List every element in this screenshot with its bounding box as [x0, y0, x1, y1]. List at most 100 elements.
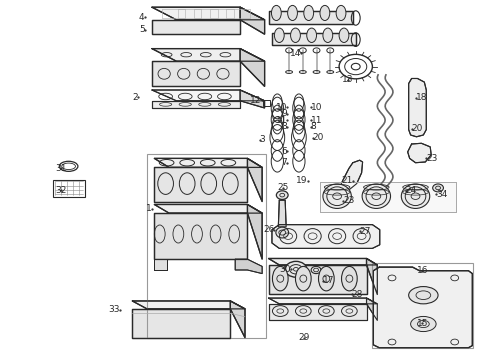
Ellipse shape — [433, 184, 443, 192]
Polygon shape — [152, 49, 265, 61]
Ellipse shape — [295, 266, 311, 291]
Ellipse shape — [276, 191, 288, 199]
Text: 20: 20 — [313, 133, 324, 142]
Ellipse shape — [274, 28, 284, 42]
Polygon shape — [235, 259, 262, 274]
Polygon shape — [152, 90, 265, 101]
Text: 15: 15 — [416, 319, 428, 328]
Ellipse shape — [288, 5, 297, 21]
Text: 26: 26 — [263, 225, 274, 234]
Text: 34: 34 — [436, 190, 447, 199]
Polygon shape — [269, 258, 377, 265]
Ellipse shape — [318, 266, 334, 291]
Text: 8: 8 — [281, 122, 287, 131]
Ellipse shape — [409, 287, 438, 304]
Text: 11: 11 — [276, 116, 287, 125]
Polygon shape — [247, 204, 262, 259]
Polygon shape — [230, 301, 245, 338]
Bar — [53, 180, 85, 197]
Text: 33: 33 — [109, 305, 120, 314]
Polygon shape — [269, 304, 367, 320]
Ellipse shape — [291, 28, 300, 42]
Text: 10: 10 — [276, 103, 287, 112]
Ellipse shape — [323, 184, 351, 208]
Polygon shape — [367, 258, 377, 294]
Text: 8: 8 — [311, 122, 317, 131]
Text: 4: 4 — [139, 13, 145, 22]
Polygon shape — [320, 182, 456, 212]
Polygon shape — [132, 309, 230, 338]
Polygon shape — [409, 78, 426, 137]
Polygon shape — [154, 158, 262, 167]
Text: 10: 10 — [311, 103, 322, 112]
Text: 9: 9 — [281, 109, 287, 118]
Polygon shape — [269, 298, 377, 304]
Polygon shape — [269, 11, 353, 24]
Text: 11: 11 — [311, 116, 322, 125]
Polygon shape — [152, 7, 265, 20]
Polygon shape — [152, 20, 240, 34]
Polygon shape — [240, 7, 265, 34]
Polygon shape — [373, 267, 472, 348]
Ellipse shape — [285, 261, 307, 277]
Ellipse shape — [411, 316, 436, 332]
Text: 24: 24 — [406, 186, 417, 195]
Ellipse shape — [339, 28, 349, 42]
Polygon shape — [272, 225, 380, 248]
Text: 17: 17 — [323, 276, 335, 285]
Ellipse shape — [276, 227, 289, 238]
Text: 5: 5 — [139, 25, 145, 34]
Polygon shape — [278, 200, 286, 227]
Polygon shape — [154, 259, 167, 270]
Ellipse shape — [307, 28, 317, 42]
Polygon shape — [408, 143, 431, 163]
Polygon shape — [152, 101, 240, 108]
Text: 6: 6 — [281, 147, 287, 156]
Text: 13: 13 — [342, 76, 354, 85]
Text: 14: 14 — [290, 49, 301, 58]
Text: 1: 1 — [146, 204, 152, 213]
Ellipse shape — [336, 5, 346, 21]
Bar — [372, 263, 473, 348]
Ellipse shape — [271, 5, 281, 21]
Text: 27: 27 — [360, 227, 371, 236]
Polygon shape — [272, 33, 356, 45]
Text: 16: 16 — [416, 266, 428, 275]
Text: 29: 29 — [298, 333, 310, 342]
Text: 31: 31 — [55, 164, 67, 173]
Text: 12: 12 — [250, 95, 262, 104]
Text: 28: 28 — [352, 290, 363, 299]
Polygon shape — [152, 61, 240, 86]
Bar — [263, 100, 270, 106]
Text: 32: 32 — [55, 186, 67, 194]
Ellipse shape — [272, 266, 288, 291]
Polygon shape — [240, 90, 265, 108]
Ellipse shape — [320, 5, 330, 21]
Polygon shape — [269, 265, 367, 294]
Text: 20: 20 — [412, 124, 423, 133]
Polygon shape — [154, 204, 262, 213]
Polygon shape — [367, 298, 377, 320]
Polygon shape — [339, 160, 363, 191]
Text: 21: 21 — [342, 176, 353, 185]
Bar — [147, 154, 266, 338]
Ellipse shape — [362, 184, 391, 208]
Ellipse shape — [304, 5, 314, 21]
Text: 25: 25 — [277, 184, 289, 192]
Polygon shape — [154, 213, 247, 259]
Text: 3: 3 — [260, 135, 266, 144]
Ellipse shape — [323, 28, 333, 42]
Polygon shape — [247, 158, 262, 202]
Text: 7: 7 — [281, 158, 287, 167]
Text: 19: 19 — [296, 176, 308, 185]
Text: 23: 23 — [426, 154, 438, 163]
Text: 30: 30 — [280, 265, 291, 274]
Ellipse shape — [401, 184, 430, 208]
Polygon shape — [154, 167, 247, 202]
Text: 2: 2 — [133, 93, 138, 102]
Polygon shape — [240, 49, 265, 86]
Text: 23: 23 — [343, 197, 354, 205]
Polygon shape — [132, 301, 245, 309]
Ellipse shape — [342, 266, 357, 291]
Text: 18: 18 — [416, 94, 427, 102]
